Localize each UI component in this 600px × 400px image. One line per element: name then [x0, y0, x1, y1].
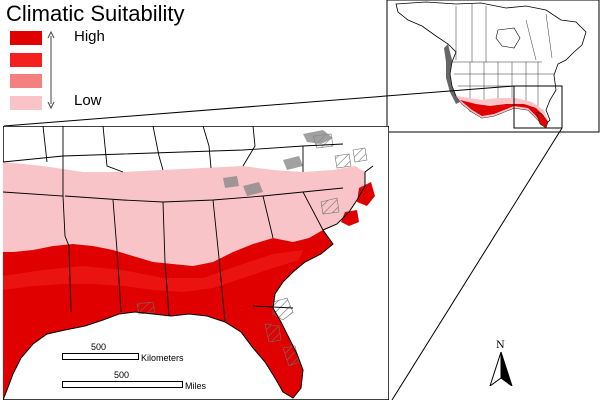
legend-swatch-high: [10, 31, 42, 45]
inset-map-north-america: [386, 0, 600, 133]
scale-km-unit: Kilometers: [141, 353, 184, 363]
legend-high-label: High: [74, 28, 105, 45]
legend-swatch-medium-low: [10, 74, 42, 88]
legend-title: Climatic Suitability: [6, 1, 185, 26]
scale-miles-value: 500: [114, 370, 130, 380]
main-map-southeastern-us: [3, 126, 389, 400]
legend-low-label: Low: [74, 92, 102, 109]
legend-swatch-medium-high: [10, 53, 42, 67]
scale-bar-kilometers: [62, 353, 139, 360]
scale-bar-miles: [62, 381, 183, 388]
legend-swatch-low: [10, 96, 42, 110]
north-arrow-label: N: [496, 340, 505, 351]
north-arrow-icon: [489, 352, 513, 386]
legend-range-arrow: [47, 30, 55, 110]
scale-km-value: 500: [91, 342, 107, 352]
scale-miles-unit: Miles: [185, 381, 207, 391]
low-suitability-zone: [3, 162, 365, 266]
